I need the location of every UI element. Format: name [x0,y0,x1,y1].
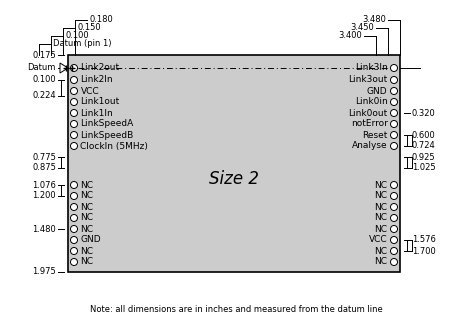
Circle shape [390,87,397,94]
Text: 0.320: 0.320 [412,108,436,117]
Circle shape [390,259,397,266]
Text: 0.775: 0.775 [32,153,56,162]
Circle shape [390,247,397,254]
Circle shape [70,236,77,244]
Text: Link2In: Link2In [81,76,113,84]
Text: 0.100: 0.100 [33,76,56,84]
Circle shape [390,99,397,106]
Text: 1.975: 1.975 [32,268,56,276]
Text: Reset: Reset [362,131,388,140]
Text: 0.224: 0.224 [33,92,56,100]
Circle shape [390,214,397,221]
Circle shape [70,87,77,94]
Text: 1.025: 1.025 [412,164,436,172]
Text: 0.925: 0.925 [412,153,436,162]
Text: NC: NC [374,213,388,222]
Text: Datum: Datum [28,63,56,73]
Circle shape [70,99,77,106]
Text: NC: NC [374,203,388,212]
Text: 1.700: 1.700 [412,246,436,255]
Text: LinkSpeedB: LinkSpeedB [81,131,134,140]
Bar [68,55,400,272]
Circle shape [70,193,77,199]
Circle shape [390,236,397,244]
Text: NC: NC [81,180,93,189]
Text: 3.400: 3.400 [338,31,362,41]
Circle shape [390,65,397,71]
Circle shape [70,132,77,139]
Text: 0.875: 0.875 [32,164,56,172]
Text: Link3In: Link3In [355,63,388,73]
Text: NC: NC [81,246,93,255]
Text: 1.576: 1.576 [412,236,436,244]
Circle shape [390,142,397,149]
Text: Analyse: Analyse [352,141,388,150]
Circle shape [70,214,77,221]
Text: 0.150: 0.150 [77,23,101,33]
Circle shape [70,76,77,84]
Circle shape [390,204,397,211]
Text: 0.724: 0.724 [412,141,436,150]
Text: NC: NC [374,180,388,189]
Text: 3.450: 3.450 [350,23,374,33]
Text: NC: NC [81,258,93,267]
Text: VCC: VCC [81,86,99,95]
Text: NC: NC [81,225,93,234]
Circle shape [70,226,77,233]
Text: Link0in: Link0in [355,98,388,107]
Text: 0.100: 0.100 [65,31,89,41]
Circle shape [70,247,77,254]
Circle shape [390,76,397,84]
Text: GND: GND [81,236,101,244]
Text: Link0out: Link0out [348,108,388,117]
Text: GND: GND [367,86,388,95]
Text: NC: NC [81,213,93,222]
Text: NC: NC [374,225,388,234]
Circle shape [390,109,397,116]
Text: NC: NC [81,203,93,212]
Text: 1.076: 1.076 [32,180,56,189]
Text: 0.180: 0.180 [89,15,113,25]
Text: 1.200: 1.200 [33,191,56,201]
Circle shape [70,259,77,266]
Text: notError: notError [351,119,388,129]
Text: ClockIn (5MHz): ClockIn (5MHz) [81,141,148,150]
Text: VCC: VCC [369,236,388,244]
Circle shape [390,226,397,233]
Text: NC: NC [374,258,388,267]
Text: 3.480: 3.480 [362,15,386,25]
Circle shape [390,121,397,127]
Circle shape [390,193,397,199]
Text: NC: NC [81,191,93,201]
Circle shape [70,65,77,71]
Text: LinkSpeedA: LinkSpeedA [81,119,134,129]
Circle shape [70,109,77,116]
Circle shape [70,181,77,188]
Polygon shape [60,63,68,73]
Text: Size 2: Size 2 [209,170,259,188]
Text: Link1out: Link1out [81,98,120,107]
Circle shape [390,181,397,188]
Circle shape [390,132,397,139]
Text: Link3out: Link3out [348,76,388,84]
Circle shape [70,121,77,127]
Text: 0.600: 0.600 [412,131,436,140]
Circle shape [70,204,77,211]
Text: Link1In: Link1In [81,108,113,117]
Text: NC: NC [374,246,388,255]
Circle shape [70,142,77,149]
Text: Note: all dimensions are in inches and measured from the datum line: Note: all dimensions are in inches and m… [90,306,382,315]
Text: 1.480: 1.480 [32,225,56,234]
Text: Link2out: Link2out [81,63,119,73]
Text: NC: NC [374,191,388,201]
Text: 0.175: 0.175 [32,51,56,60]
Text: Datum (pin 1): Datum (pin 1) [53,39,111,49]
